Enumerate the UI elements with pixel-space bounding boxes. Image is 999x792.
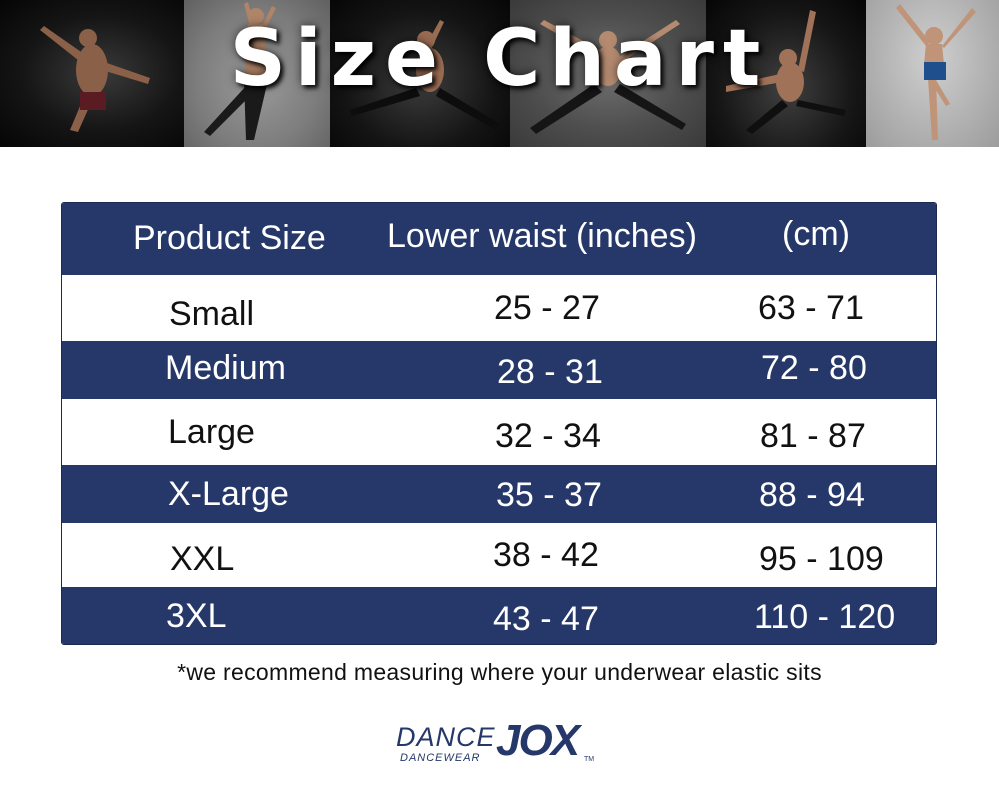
cm-cell: 81 - 87 — [760, 417, 866, 455]
cm-cell: 72 - 80 — [761, 349, 867, 387]
logo-dancewear-text: DANCEWEAR — [400, 752, 481, 764]
size-chart-table: Product Size Lower waist (inches) (cm) S… — [61, 202, 937, 645]
logo-dance-text: DANCE — [396, 722, 496, 752]
dancer-photo-4 — [510, 0, 706, 147]
table-row: XXL 38 - 42 95 - 109 — [62, 523, 936, 587]
table-row: 3XL 43 - 47 110 - 120 — [62, 587, 936, 644]
page-title: Size Chart — [229, 14, 770, 104]
inches-cell: 32 - 34 — [495, 417, 601, 455]
dancejox-logo: DANCE JOX DANCEWEAR TM — [396, 716, 596, 768]
header-cm: (cm) — [782, 215, 850, 253]
cm-cell: 63 - 71 — [758, 289, 864, 327]
table-header-row: Product Size Lower waist (inches) (cm) — [62, 203, 936, 275]
table-row: Small 25 - 27 63 - 71 — [62, 275, 936, 341]
inches-cell: 28 - 31 — [497, 353, 603, 391]
table-row: X-Large 35 - 37 88 - 94 — [62, 465, 936, 523]
header-product-size: Product Size — [133, 219, 326, 257]
logo-trademark: TM — [584, 756, 595, 763]
logo-jox-text: JOX — [496, 716, 580, 765]
size-cell: 3XL — [166, 597, 227, 635]
dancer-photo-3 — [330, 0, 510, 147]
cm-cell: 110 - 120 — [754, 598, 896, 636]
size-cell: X-Large — [168, 475, 289, 513]
dancer-photo-6 — [866, 0, 999, 147]
banner: Size Chart — [0, 0, 999, 147]
dancer-photo-2 — [184, 0, 330, 147]
dancer-photo-1 — [0, 0, 184, 147]
inches-cell: 25 - 27 — [494, 289, 600, 327]
cm-cell: 88 - 94 — [759, 476, 865, 514]
table-row: Large 32 - 34 81 - 87 — [62, 399, 936, 465]
size-cell: Small — [169, 295, 255, 333]
table-row: Medium 28 - 31 72 - 80 — [62, 341, 936, 399]
header-lower-waist-inches: Lower waist (inches) — [387, 217, 697, 255]
size-cell: XXL — [170, 540, 235, 578]
inches-cell: 35 - 37 — [496, 476, 602, 514]
inches-cell: 43 - 47 — [493, 600, 599, 638]
measuring-footnote: *we recommend measuring where your under… — [177, 659, 822, 685]
size-cell: Medium — [165, 349, 286, 387]
size-cell: Large — [168, 413, 255, 451]
inches-cell: 38 - 42 — [493, 536, 599, 574]
cm-cell: 95 - 109 — [759, 540, 884, 578]
dancer-photo-5 — [706, 0, 866, 147]
